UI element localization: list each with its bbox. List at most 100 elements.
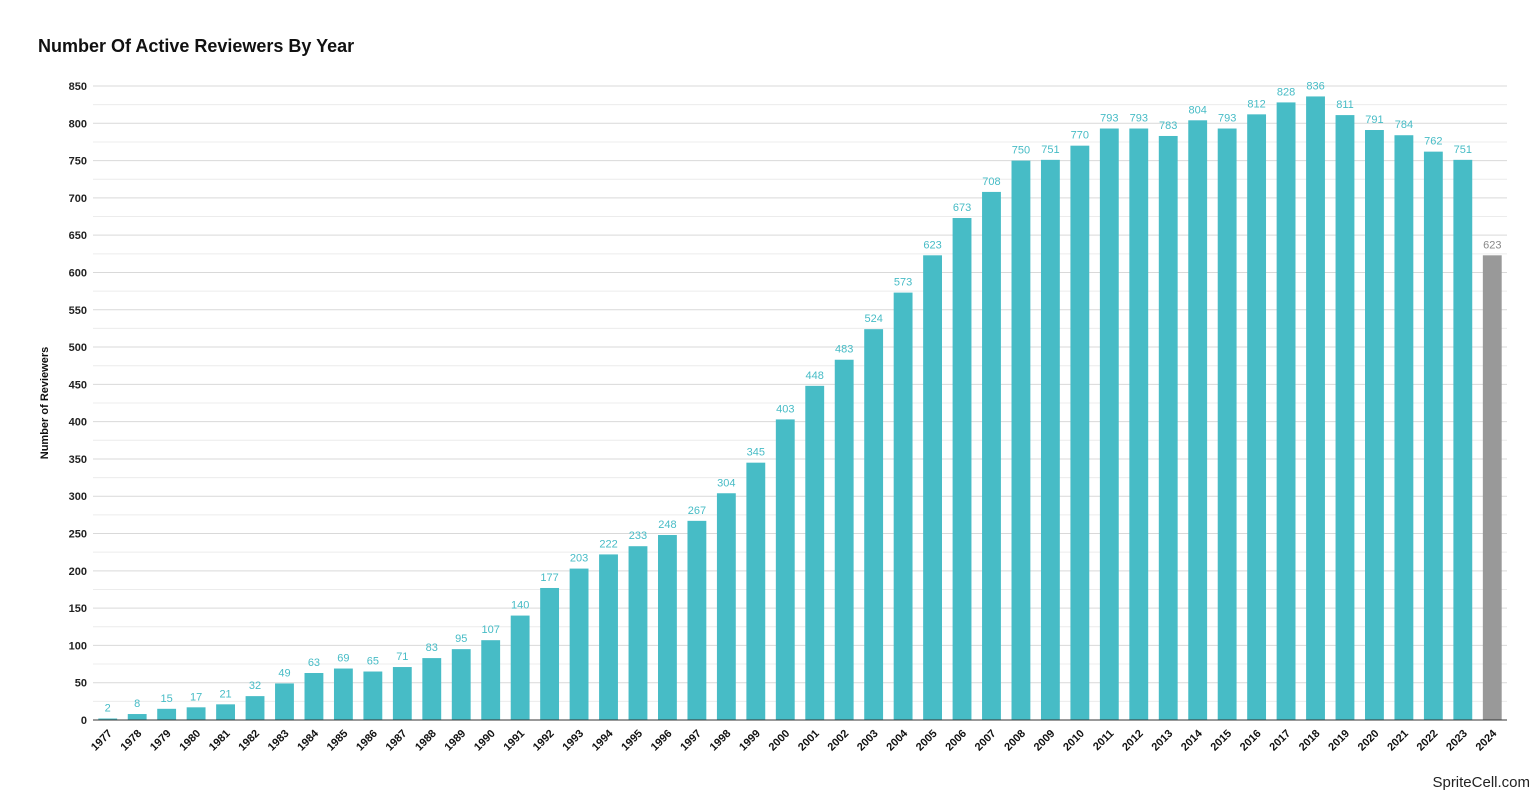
bar xyxy=(1394,135,1414,720)
x-tick-label: 1977 xyxy=(89,728,115,754)
bar xyxy=(687,520,707,720)
watermark: SpriteCell.com xyxy=(1432,774,1530,791)
data-label: 673 xyxy=(953,202,971,214)
bar xyxy=(1335,115,1355,720)
x-tick-label: 2015 xyxy=(1208,728,1234,754)
data-label: 17 xyxy=(190,691,202,703)
bar xyxy=(982,191,1001,721)
bar xyxy=(923,255,942,720)
x-tick-label: 1996 xyxy=(649,728,675,754)
data-label: 248 xyxy=(658,519,676,531)
data-label: 65 xyxy=(367,656,379,668)
bar xyxy=(275,683,294,720)
bar xyxy=(775,419,795,720)
x-tick-label: 2007 xyxy=(973,728,999,754)
x-tick-label: 1998 xyxy=(708,728,734,754)
data-label: 304 xyxy=(717,477,735,489)
y-tick-label: 0 xyxy=(81,715,87,727)
x-tick-label: 2010 xyxy=(1061,728,1087,754)
data-label: 783 xyxy=(1159,120,1177,132)
data-label: 107 xyxy=(482,624,500,636)
bar xyxy=(1040,159,1060,720)
y-tick-label: 450 xyxy=(69,379,87,391)
x-tick-label: 2013 xyxy=(1150,728,1176,754)
bar xyxy=(540,587,560,720)
x-tick-label: 1982 xyxy=(236,728,262,754)
data-label: 751 xyxy=(1041,144,1059,156)
x-tick-label: 2006 xyxy=(943,728,969,754)
x-tick-label: 1988 xyxy=(413,728,439,754)
bar xyxy=(157,708,177,720)
data-label: 2 xyxy=(105,703,111,715)
bar xyxy=(716,493,736,720)
x-tick-label: 2009 xyxy=(1032,728,1058,754)
x-tick-label: 2016 xyxy=(1238,728,1264,754)
x-tick-label: 1980 xyxy=(177,728,203,754)
data-label: 448 xyxy=(806,370,824,382)
data-label: 222 xyxy=(599,538,617,550)
data-label: 83 xyxy=(426,642,438,654)
data-label: 15 xyxy=(161,693,173,705)
x-tick-label: 1994 xyxy=(590,727,616,753)
x-tick-label: 2005 xyxy=(914,728,940,754)
x-tick-label: 2004 xyxy=(884,727,910,753)
bar xyxy=(392,667,412,720)
x-tick-label: 1986 xyxy=(354,728,380,754)
x-tick-label: 2018 xyxy=(1297,728,1323,754)
bar xyxy=(952,218,972,720)
data-label: 828 xyxy=(1277,86,1295,98)
data-label: 8 xyxy=(134,698,140,710)
x-tick-label: 1984 xyxy=(295,727,321,753)
bar xyxy=(805,385,825,720)
y-tick-label: 150 xyxy=(69,603,87,615)
data-label: 63 xyxy=(308,657,320,669)
data-label: 793 xyxy=(1130,113,1148,125)
x-tick-label: 2002 xyxy=(826,728,852,754)
x-tick-label: 1995 xyxy=(619,728,645,754)
x-tick-label: 2011 xyxy=(1091,728,1116,753)
bar xyxy=(1482,255,1502,720)
data-label: 524 xyxy=(864,313,882,325)
y-axis-title: Number of Reviewers xyxy=(39,347,51,459)
x-tick-label: 1991 xyxy=(501,728,527,754)
x-tick-label: 1981 xyxy=(207,728,233,754)
x-tick-label: 2021 xyxy=(1385,728,1411,754)
bar xyxy=(451,649,471,720)
bar xyxy=(1158,135,1178,720)
x-tick-label: 2017 xyxy=(1267,728,1293,754)
bar xyxy=(363,671,383,720)
bar xyxy=(127,714,147,720)
y-tick-label: 200 xyxy=(69,566,87,578)
data-label: 623 xyxy=(923,239,941,251)
y-tick-label: 100 xyxy=(69,640,87,652)
data-label: 267 xyxy=(688,505,706,517)
y-tick-label: 300 xyxy=(69,491,87,503)
y-tick-label: 550 xyxy=(69,305,87,317)
bar xyxy=(569,568,589,720)
bar xyxy=(304,673,324,720)
data-label: 140 xyxy=(511,600,529,612)
data-label: 751 xyxy=(1454,144,1472,156)
data-label: 95 xyxy=(455,633,467,645)
bar xyxy=(245,696,265,720)
x-tick-label: 2014 xyxy=(1179,727,1205,753)
x-tick-label: 2022 xyxy=(1415,728,1441,754)
x-tick-label: 1979 xyxy=(148,728,174,754)
x-tick-label: 2019 xyxy=(1326,728,1352,754)
bar xyxy=(422,658,442,720)
bar xyxy=(1070,145,1090,720)
data-label: 233 xyxy=(629,530,647,542)
bar xyxy=(1276,102,1296,720)
data-label: 573 xyxy=(894,277,912,289)
bar xyxy=(186,707,206,720)
x-tick-label: 2001 xyxy=(796,728,822,754)
bar xyxy=(1423,151,1443,721)
bar xyxy=(864,329,884,720)
data-label: 177 xyxy=(540,572,558,584)
y-tick-label: 650 xyxy=(69,230,87,242)
bar xyxy=(628,546,648,720)
x-tick-label: 2023 xyxy=(1444,728,1470,754)
x-tick-label: 2020 xyxy=(1356,728,1382,754)
data-label: 345 xyxy=(747,447,765,459)
